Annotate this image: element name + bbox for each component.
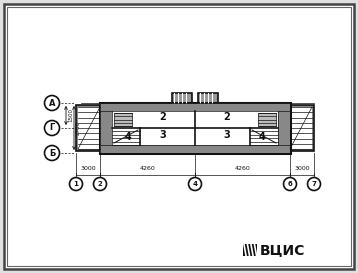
Bar: [100, 103, 290, 153]
Bar: [78, 107, 100, 149]
Polygon shape: [243, 244, 257, 256]
Bar: [100, 145, 290, 153]
Bar: [100, 145, 290, 153]
Circle shape: [284, 177, 296, 191]
Text: 4260: 4260: [140, 166, 155, 171]
Text: 2: 2: [224, 112, 231, 122]
Bar: [100, 103, 112, 153]
Bar: [100, 103, 290, 111]
Text: 4: 4: [258, 132, 265, 141]
Bar: [76, 105, 102, 151]
Bar: [278, 103, 290, 153]
Text: 2700: 2700: [76, 121, 81, 135]
Text: 4: 4: [125, 132, 131, 141]
Bar: [100, 103, 112, 153]
Bar: [172, 93, 192, 103]
Text: 3: 3: [224, 130, 231, 140]
Bar: [100, 103, 290, 111]
Circle shape: [189, 177, 202, 191]
Circle shape: [44, 146, 59, 161]
Text: 7: 7: [311, 181, 316, 187]
Bar: [288, 105, 314, 151]
Circle shape: [69, 177, 82, 191]
Text: ВЦИС: ВЦИС: [260, 243, 305, 257]
Text: 1: 1: [73, 181, 78, 187]
Text: 2: 2: [98, 181, 102, 187]
Text: 3000: 3000: [80, 166, 96, 171]
Text: Г: Г: [49, 123, 55, 132]
Circle shape: [308, 177, 320, 191]
Text: 6: 6: [287, 181, 292, 187]
Text: 4260: 4260: [234, 166, 250, 171]
Bar: [290, 107, 312, 149]
Bar: [278, 103, 290, 153]
Circle shape: [44, 96, 59, 111]
Text: 2: 2: [160, 112, 166, 122]
Bar: [114, 113, 132, 126]
Bar: [100, 103, 290, 153]
Text: 4: 4: [193, 181, 198, 187]
Text: 3: 3: [160, 130, 166, 140]
Circle shape: [93, 177, 106, 191]
Text: 3000: 3000: [294, 166, 310, 171]
Text: 1500: 1500: [68, 108, 73, 123]
Bar: [198, 93, 218, 103]
Bar: [258, 113, 276, 126]
Circle shape: [44, 120, 59, 135]
Text: А: А: [49, 99, 55, 108]
Text: Б: Б: [49, 149, 55, 158]
